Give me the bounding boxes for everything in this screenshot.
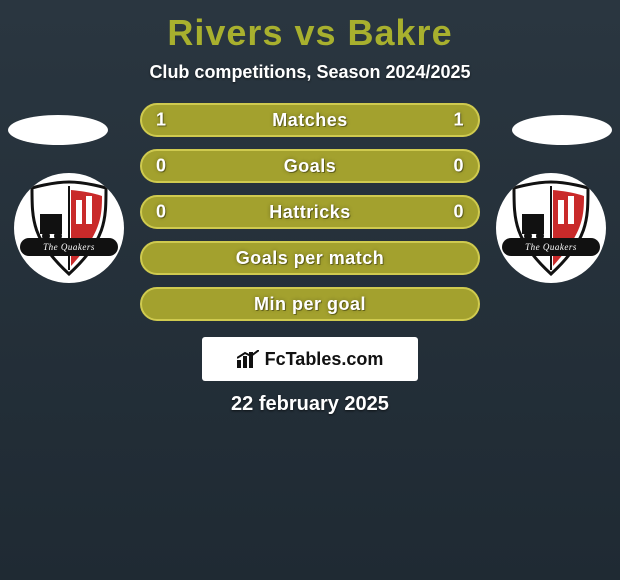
stat-left-value: 0: [156, 202, 167, 223]
comparison-stage: The Quakers The Quakers 1Matches10Goals0…: [0, 103, 620, 416]
stat-bar-list: 1 Matches 1 0 Goals 0 0 Hattricks 0 Goals per mat…: [140, 103, 480, 321]
stat-label: Hattricks: [269, 202, 351, 223]
fctables-label: FcTables.com: [265, 349, 384, 370]
page-title: Rivers vs Bakre: [0, 0, 620, 54]
crest-banner-left: The Quakers: [20, 238, 118, 256]
stat-bar: Min per goal: [140, 287, 480, 321]
stat-left-value: 1: [156, 110, 167, 131]
stat-bar: Goals per match: [140, 241, 480, 275]
stat-label: Matches: [272, 110, 348, 131]
team-left-oval: [8, 115, 108, 145]
stat-left-value: 0: [156, 156, 167, 177]
fctables-badge: FcTables.com: [202, 337, 418, 381]
stat-bar: 1 Matches 1: [140, 103, 480, 137]
team-left-crest: The Quakers: [14, 173, 124, 283]
subtitle: Club competitions, Season 2024/2025: [0, 62, 620, 83]
crest-shield-left: The Quakers: [26, 180, 112, 276]
stat-label: Goals: [284, 156, 337, 177]
team-left-name: Rivers vs Bakre: [167, 12, 452, 53]
team-right-oval: [512, 115, 612, 145]
bar-chart-icon: [237, 350, 259, 368]
match-date: 22 february 2025: [0, 393, 620, 416]
crest-banner-right: The Quakers: [502, 238, 600, 256]
stat-label: Min per goal: [254, 294, 366, 315]
team-right-crest: The Quakers: [496, 173, 606, 283]
stat-right-value: 0: [453, 202, 464, 223]
stat-right-value: 1: [453, 110, 464, 131]
crest-shield-right: The Quakers: [508, 180, 594, 276]
stat-bar: 0 Hattricks 0: [140, 195, 480, 229]
stat-bar: 0 Goals 0: [140, 149, 480, 183]
stat-right-value: 0: [453, 156, 464, 177]
stat-label: Goals per match: [236, 248, 385, 269]
